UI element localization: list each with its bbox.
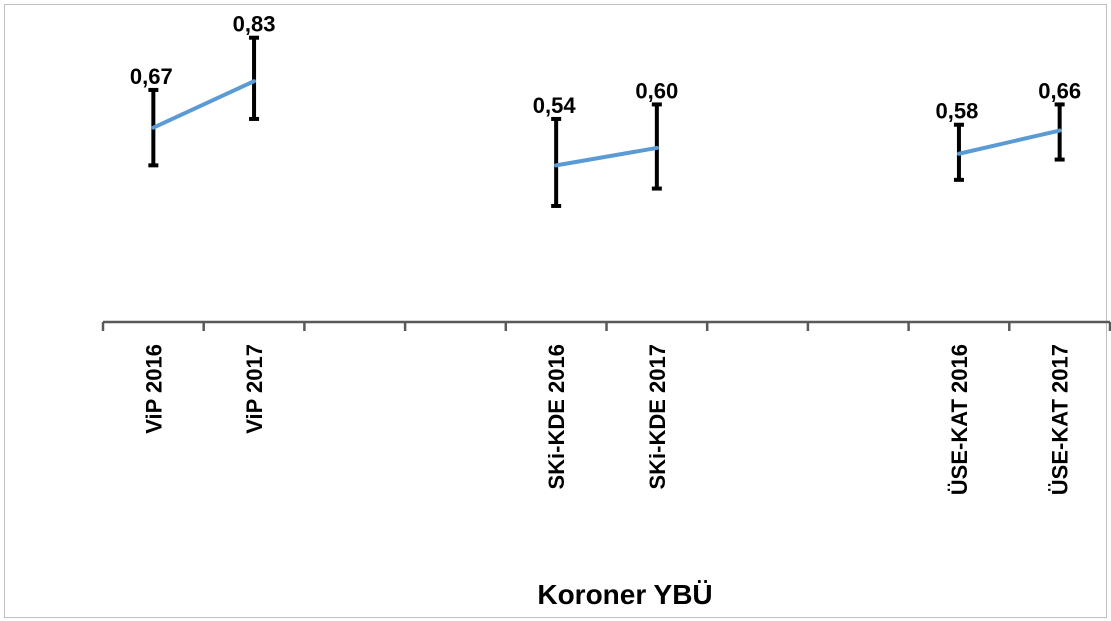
x-tick-label: ÜSE-KAT 2017 xyxy=(1048,344,1073,495)
x-tick-label: ViP 2017 xyxy=(242,344,267,434)
x-axis: ViP 2016 ViP 2017 SKi-KDE 2016 SKi-KDE 2017… xyxy=(103,322,1110,495)
data-label: 0,67 xyxy=(130,64,173,89)
data-labels: 0,67 0,83 0,54 0,60 0,58 0,66 xyxy=(130,12,1081,124)
x-tick-label: ÜSE-KAT 2016 xyxy=(947,344,972,495)
x-tick-label: SKi-KDE 2017 xyxy=(645,344,670,490)
data-label: 0,54 xyxy=(533,93,577,118)
data-label: 0,66 xyxy=(1038,78,1081,103)
x-tick-label: ViP 2016 xyxy=(141,344,166,434)
data-label: 0,58 xyxy=(936,99,979,124)
series-line xyxy=(556,148,657,165)
series-line xyxy=(959,131,1060,154)
x-tick-label: SKi-KDE 2016 xyxy=(544,344,569,490)
data-label: 0,83 xyxy=(233,12,276,37)
x-axis-title: Koroner YBÜ xyxy=(537,579,712,610)
series xyxy=(148,38,1064,206)
data-label: 0,60 xyxy=(635,78,678,103)
